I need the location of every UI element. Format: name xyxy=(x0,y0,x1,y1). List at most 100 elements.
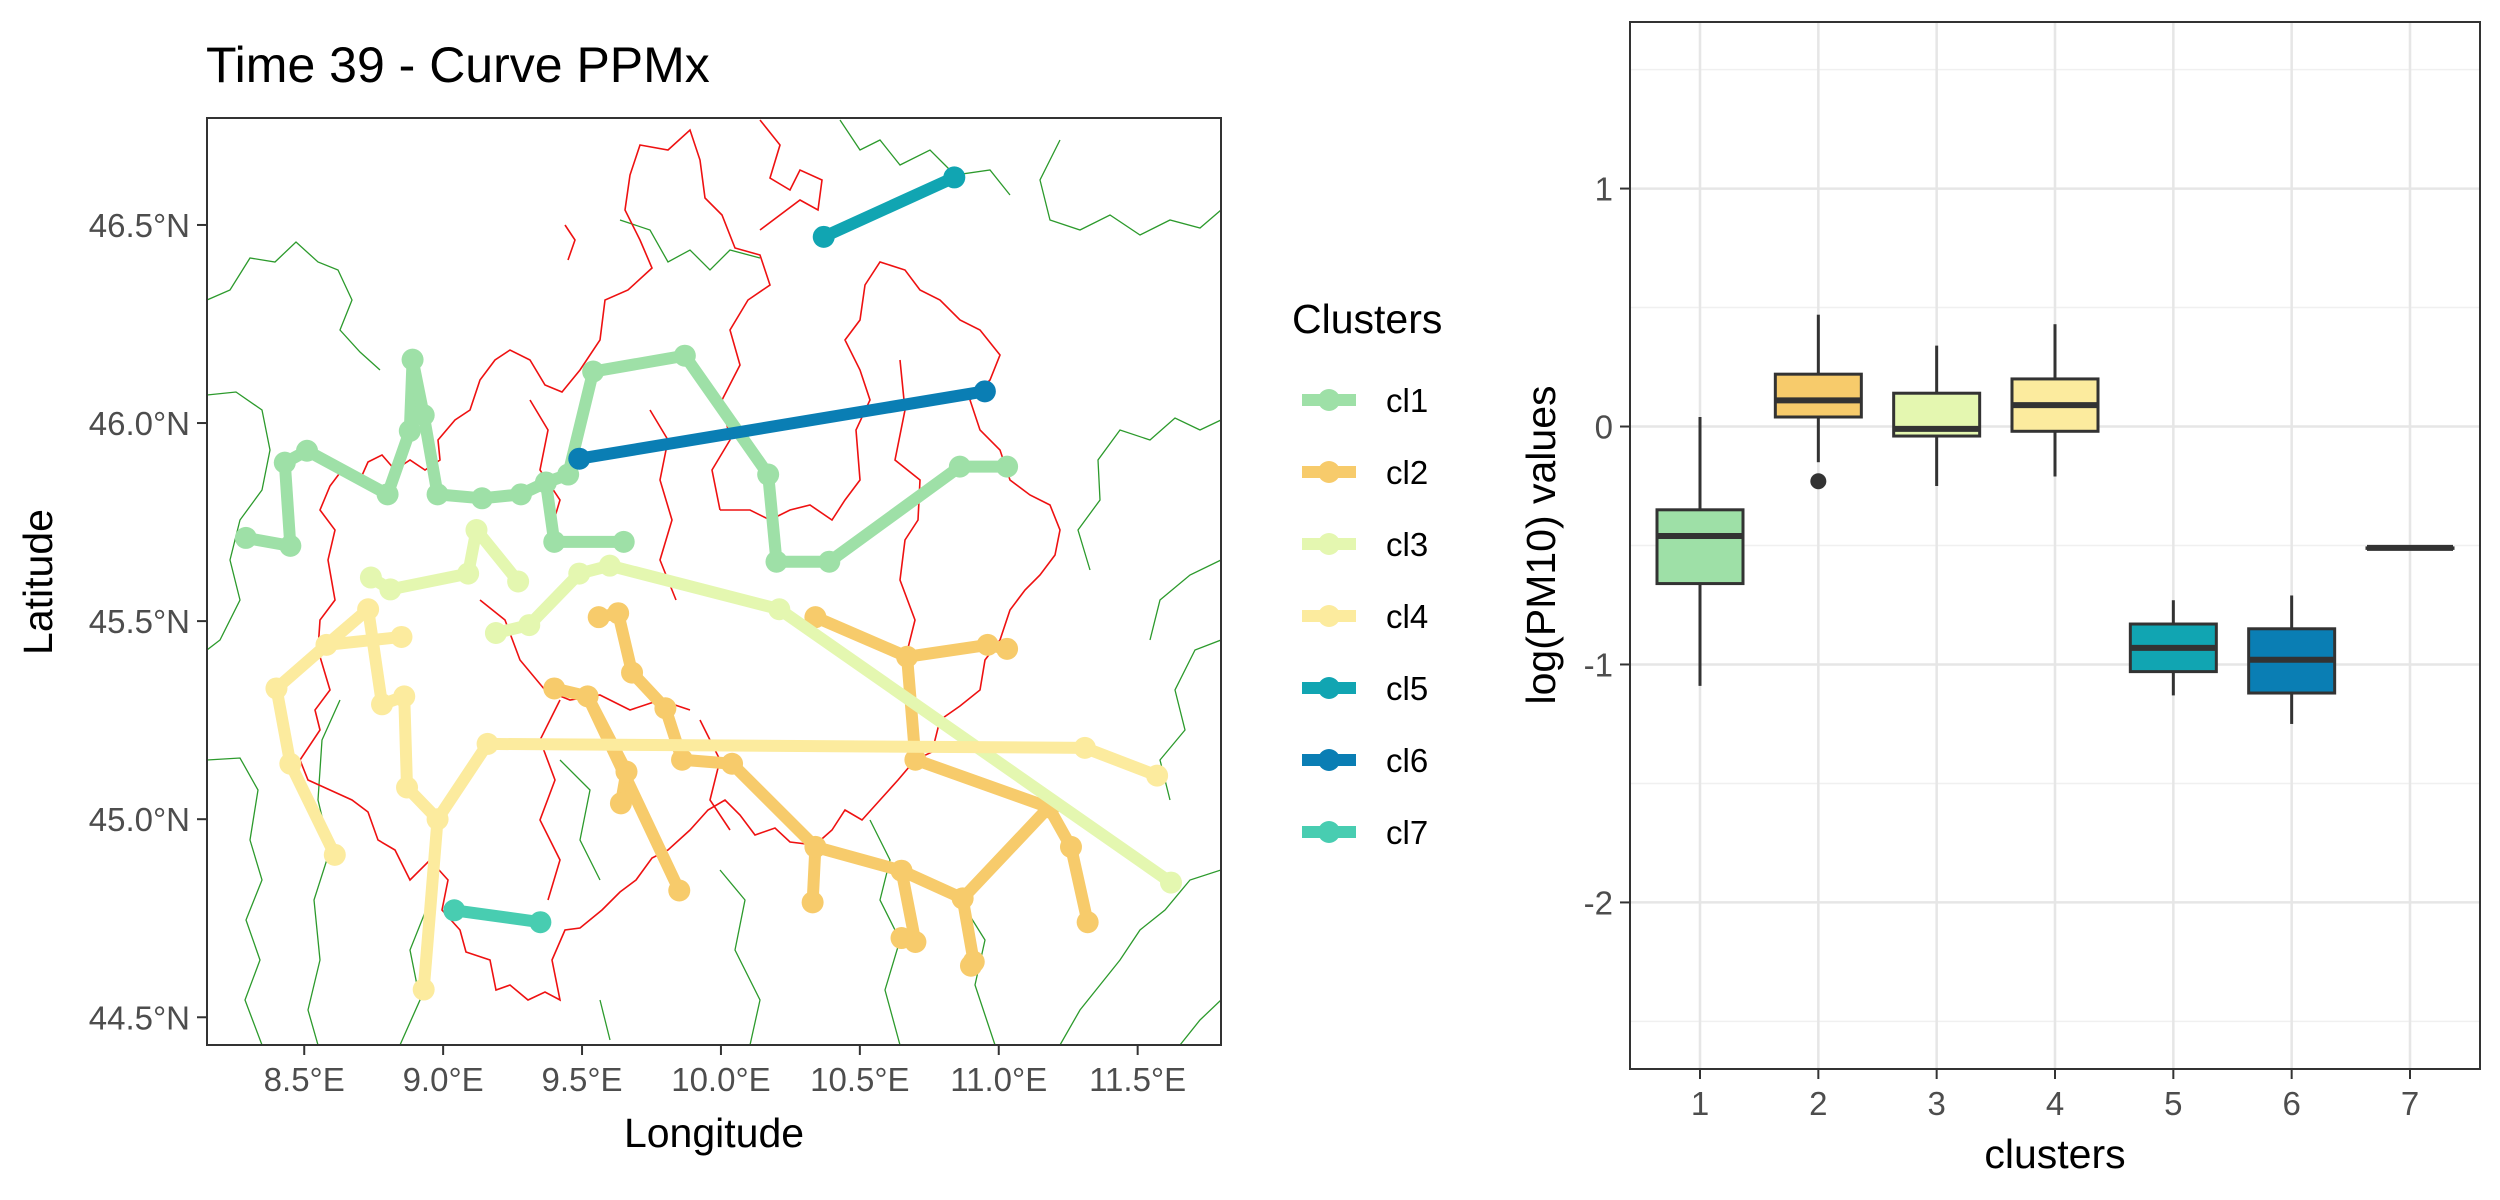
cl1-point xyxy=(376,483,399,506)
cl3-point xyxy=(484,622,507,644)
cl1-point xyxy=(412,404,435,427)
cl2-point xyxy=(587,606,610,629)
cl1-point xyxy=(818,550,841,573)
cl1-point xyxy=(401,348,424,371)
cl4-segment xyxy=(431,737,494,826)
legend: Clusters cl1 cl2 cl3 cl4 cl5 cl6 cl7 xyxy=(1292,296,1442,851)
cl4-point xyxy=(315,633,338,656)
cl1-point xyxy=(398,419,421,442)
box-body xyxy=(1773,372,1863,419)
legend-label: cl5 xyxy=(1386,670,1428,707)
cl3-segment xyxy=(384,567,475,596)
cl1-segment xyxy=(381,424,416,501)
boxplot-x-tick-label: 7 xyxy=(2401,1085,2419,1122)
cl2-segment xyxy=(1064,840,1094,929)
cl2-point xyxy=(615,760,638,783)
map-x-tick-label: 9.5°E xyxy=(541,1061,622,1098)
cl2-segment xyxy=(901,638,994,663)
legend-key-point xyxy=(1318,821,1340,843)
cl3-point xyxy=(768,598,791,621)
cl1-point xyxy=(426,483,449,506)
cl2-point xyxy=(721,752,744,775)
cl2-point xyxy=(1076,911,1099,934)
cl3-point xyxy=(568,562,591,585)
legend-label: cl6 xyxy=(1386,742,1428,779)
box-body xyxy=(1655,508,1745,586)
map-y-tick-label: 46.0°N xyxy=(89,405,190,442)
cl2-point xyxy=(804,835,827,858)
cl1-point xyxy=(557,463,580,486)
cl2-point xyxy=(609,792,632,815)
cl3-point xyxy=(598,554,621,577)
cl5-point xyxy=(812,225,835,248)
map-x-tick-label: 10.0°E xyxy=(671,1061,770,1098)
cl6-point xyxy=(973,380,996,403)
box-cluster-5 xyxy=(2128,600,2218,696)
box-cluster-1 xyxy=(1655,417,1745,686)
cl5-point xyxy=(943,166,966,189)
cl1-segment xyxy=(678,349,775,481)
cl1-point xyxy=(765,550,788,573)
cl4-point xyxy=(396,776,419,799)
cl2-point xyxy=(607,602,630,625)
cl2-segment xyxy=(909,753,1055,814)
cl1-segment xyxy=(762,468,783,568)
map-x-tick-label: 10.5°E xyxy=(810,1061,909,1098)
cl4-segment xyxy=(284,757,341,861)
boxplot-y-tick-label: 1 xyxy=(1595,171,1613,208)
series-cl6 xyxy=(568,380,996,470)
cl1-point xyxy=(273,451,296,474)
boxplot-marks xyxy=(1655,314,2455,724)
map-y-tick-label: 46.5°N xyxy=(89,207,190,244)
map-panel: 8.5°E 9.0°E 9.5°E 10.0°E 10.5°E 11.0°E 11.5°E … xyxy=(89,117,1222,1098)
cl2-segment xyxy=(726,757,822,853)
cl7-point xyxy=(529,911,552,934)
cl2-point xyxy=(890,927,913,950)
cl2-point xyxy=(671,748,694,771)
cl4-point xyxy=(279,752,302,775)
box-cluster-2 xyxy=(1773,314,1863,490)
cl5-segment xyxy=(817,171,961,243)
legend-item-cl6: cl6 xyxy=(1302,742,1428,779)
legend-label: cl3 xyxy=(1386,526,1428,563)
boxplot-x-axis: 1 2 3 4 5 6 7 xyxy=(1691,1069,2419,1122)
cl2-point xyxy=(976,633,999,656)
cl2-point xyxy=(621,661,644,684)
cl2-segment xyxy=(809,611,914,663)
box-cluster-7 xyxy=(2365,544,2455,551)
legend-label: cl1 xyxy=(1386,382,1428,419)
map-y-axis-label: Latitude xyxy=(15,509,61,655)
series-cl2 xyxy=(543,602,1099,977)
cl2-point xyxy=(654,697,677,720)
cl4-point xyxy=(1146,764,1169,787)
cl4-point xyxy=(412,978,435,1001)
cl3-point xyxy=(465,519,488,541)
legend-key-point xyxy=(1318,605,1340,627)
legend-key-point xyxy=(1318,677,1340,699)
cl2-segment xyxy=(581,690,686,897)
map-y-tick-label: 44.5°N xyxy=(89,999,190,1036)
map-y-tick-label: 45.0°N xyxy=(89,801,190,838)
legend-label: cl2 xyxy=(1386,454,1428,491)
cl3-point xyxy=(379,578,402,601)
boxplot-y-tick-label: -1 xyxy=(1584,646,1613,683)
boxplot-y-tick-label: 0 xyxy=(1595,409,1613,446)
boxplot-x-tick-label: 6 xyxy=(2282,1085,2300,1122)
series-cl1 xyxy=(234,344,1019,573)
map-x-axis: 8.5°E 9.0°E 9.5°E 10.0°E 10.5°E 11.0°E 11.5°E xyxy=(264,1045,1186,1098)
map-title: Time 39 - Curve PPMx xyxy=(206,37,710,93)
legend-key-point xyxy=(1318,461,1340,483)
cl2-segment xyxy=(956,801,1055,905)
series-cl7 xyxy=(443,899,552,934)
map-x-tick-label: 8.5°E xyxy=(264,1061,345,1098)
cl1-point xyxy=(296,439,319,462)
cl4-segment xyxy=(362,603,389,711)
cl2-point xyxy=(951,887,974,910)
map-series xyxy=(234,166,1182,1001)
cl2-point xyxy=(904,748,927,771)
cl1-point xyxy=(582,360,605,383)
box-cluster-6 xyxy=(2247,595,2337,724)
legend-key-point xyxy=(1318,533,1340,555)
cl7-segment xyxy=(448,904,547,929)
